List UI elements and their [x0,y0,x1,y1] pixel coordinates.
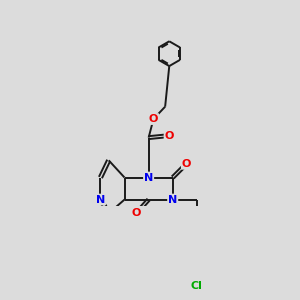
Text: Cl: Cl [191,280,203,291]
Text: N: N [144,172,153,182]
Text: O: O [149,114,158,124]
Text: N: N [96,195,105,205]
Text: O: O [182,159,191,169]
Text: O: O [131,208,141,218]
Text: O: O [165,130,174,141]
Text: N: N [168,195,177,205]
